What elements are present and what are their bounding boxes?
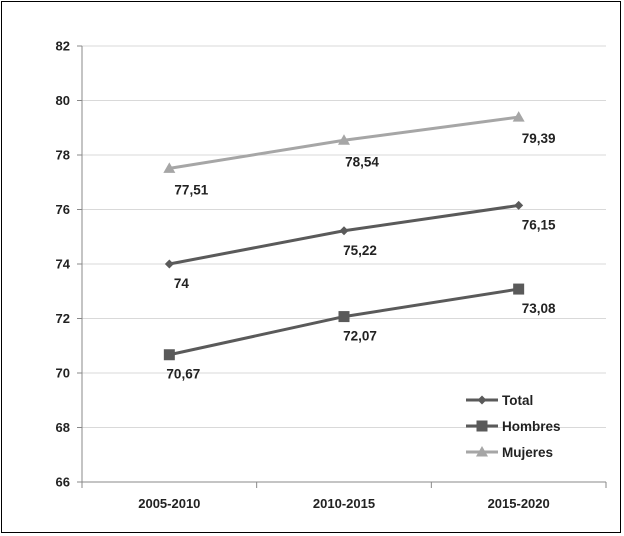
y-tick-label: 72 [56,311,70,326]
y-tick-label: 80 [56,93,70,108]
data-labels: 74 75,22 76,15 70,67 72,07 73,08 77,51 78,54 79,… [166,131,556,382]
point-total [514,200,524,210]
legend-label: Mujeres [502,445,553,460]
legend-marker-mujeres [476,446,488,457]
y-tick-label: 74 [56,257,71,272]
x-axis-ticks: 2005-2010 2010-2015 2015-2020 [138,496,550,511]
y-tick-label: 82 [56,39,70,54]
y-tick-label: 66 [56,475,70,490]
legend-marker-total [477,395,487,405]
legend-marker-hombres [476,420,488,432]
legend: Total Hombres Mujeres [466,393,561,460]
x-tick-label: 2015-2020 [488,496,550,511]
point-mujeres [163,162,176,173]
y-tick-label: 76 [56,202,70,217]
data-label: 78,54 [345,154,379,169]
data-label: 70,67 [166,367,200,382]
data-label: 75,22 [343,243,377,258]
point-hombres [163,349,175,361]
series-layer [163,111,525,361]
data-label: 74 [174,276,190,291]
point-mujeres [512,111,525,122]
data-label: 76,15 [522,217,556,232]
gridlines [82,45,606,428]
point-total [164,259,174,269]
legend-label: Hombres [502,419,561,434]
y-tick-label: 68 [56,420,70,435]
x-tick-label: 2005-2010 [138,496,200,511]
data-label: 77,51 [174,182,208,197]
y-tick-label: 78 [56,148,70,163]
data-label: 73,08 [522,301,556,316]
legend-label: Total [502,393,533,408]
y-tick-label: 70 [56,366,70,381]
axes [77,45,607,488]
point-total [339,226,349,236]
x-tick-label: 2010-2015 [313,496,375,511]
data-label: 79,39 [522,131,556,146]
point-mujeres [338,134,350,145]
point-hombres [338,311,350,323]
y-axis-ticks: 66 68 70 72 74 76 78 80 82 [56,39,71,490]
point-hombres [513,283,525,295]
data-label: 72,07 [343,329,377,344]
